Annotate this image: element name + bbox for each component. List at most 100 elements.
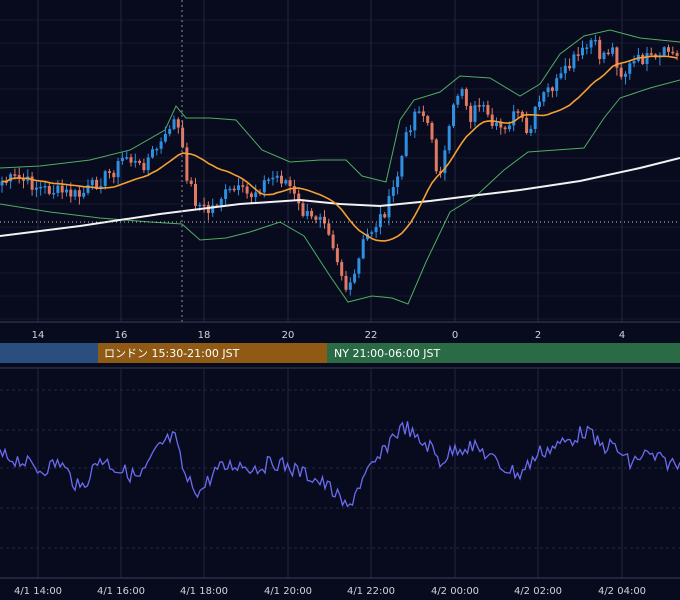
session-london xyxy=(98,343,327,363)
candle-body xyxy=(649,53,653,55)
candle-body xyxy=(460,89,464,96)
candle-body xyxy=(198,204,202,207)
candle-body xyxy=(550,87,554,91)
candle-body xyxy=(288,180,292,187)
candle-body xyxy=(129,157,133,163)
candle-body xyxy=(181,127,185,148)
candle-body xyxy=(443,150,447,174)
candle-body xyxy=(47,185,51,194)
candle-body xyxy=(533,106,537,129)
price-x-axis: 14 16 18 20 22 0 2 4 xyxy=(0,321,680,341)
price-panel[interactable] xyxy=(0,0,680,322)
candle-body xyxy=(0,181,4,186)
candle-body xyxy=(82,192,86,197)
candle-body xyxy=(60,185,64,193)
candle-body xyxy=(323,216,326,224)
candle-body xyxy=(344,275,348,290)
candle-body xyxy=(576,54,580,56)
price-x-tick: 4 xyxy=(619,330,625,341)
candle-body xyxy=(9,174,13,182)
candle-body xyxy=(69,189,73,197)
candle-body xyxy=(52,192,56,195)
candle-body xyxy=(426,116,430,123)
candle-body xyxy=(464,89,468,106)
candle-body xyxy=(224,189,228,199)
price-x-tick: 2 xyxy=(535,330,541,341)
candle-body xyxy=(563,65,567,74)
candle-body xyxy=(292,186,296,194)
price-x-tick: 22 xyxy=(365,330,378,341)
candle-body xyxy=(572,54,576,69)
candle-body xyxy=(280,175,283,184)
time-x-tick: 4/1 22:00 xyxy=(347,586,395,597)
candle-body xyxy=(120,157,124,161)
session-tokyo xyxy=(0,343,98,363)
candle-body xyxy=(116,160,120,178)
candle-body xyxy=(163,133,167,142)
candle-body xyxy=(267,179,271,181)
candle-body xyxy=(297,193,301,204)
candle-body xyxy=(90,179,94,186)
candle-body xyxy=(499,122,503,128)
candle-body xyxy=(318,216,322,220)
candle-body xyxy=(340,262,344,276)
candle-body xyxy=(477,105,481,107)
price-grid xyxy=(0,0,680,322)
session-london-label: ロンドン 15:30-21:00 JST xyxy=(104,347,240,360)
time-x-tick: 4/1 18:00 xyxy=(180,586,228,597)
candle-body xyxy=(327,223,331,235)
candle-body xyxy=(151,149,154,158)
candle-body xyxy=(103,171,107,186)
candle-body xyxy=(632,60,636,64)
candle-body xyxy=(391,187,395,196)
candle-body xyxy=(538,101,541,107)
candle-body xyxy=(185,147,189,181)
candle-body xyxy=(262,180,266,193)
price-x-tick: 16 xyxy=(115,330,128,341)
candle-body xyxy=(486,104,490,115)
candle-body xyxy=(400,156,404,177)
oscillator-x-axis: 4/1 14:00 4/1 16:00 4/1 18:00 4/1 20:00 … xyxy=(0,577,680,597)
candle-body xyxy=(43,185,47,188)
bollinger-bands xyxy=(0,29,680,305)
time-x-tick: 4/2 00:00 xyxy=(431,586,479,597)
candle-body xyxy=(473,105,477,122)
candle-body xyxy=(374,227,378,233)
candle-body xyxy=(409,130,412,133)
candle-body xyxy=(305,210,309,216)
oscillator-panel[interactable] xyxy=(0,367,680,578)
candle-body xyxy=(383,214,387,218)
candle-body xyxy=(108,171,111,173)
candle-body xyxy=(378,214,382,228)
candle-body xyxy=(361,239,365,259)
candle-body xyxy=(331,234,335,249)
candle-body xyxy=(417,111,421,113)
bollinger-upper-band xyxy=(0,29,680,183)
candle-body xyxy=(434,139,438,172)
candle-body xyxy=(211,205,215,213)
candle-body xyxy=(271,177,275,180)
candle-body xyxy=(138,160,142,164)
candle-body xyxy=(525,117,529,133)
price-x-tick: 18 xyxy=(198,330,211,341)
candle-body xyxy=(387,195,391,218)
candle-body xyxy=(95,179,99,189)
candle-body xyxy=(245,186,249,194)
candle-body xyxy=(667,47,670,52)
candle-body xyxy=(310,210,314,217)
candle-body xyxy=(555,78,559,91)
candle-body xyxy=(542,92,546,102)
candle-body xyxy=(645,53,649,64)
session-bar: ロンドン 15:30-21:00 JST NY 21:00-06:00 JST xyxy=(0,343,680,363)
candle-body xyxy=(202,204,206,207)
candle-body xyxy=(619,67,623,77)
candle-body xyxy=(284,180,288,184)
candle-body xyxy=(593,39,597,42)
candle-body xyxy=(39,186,43,189)
candle-body xyxy=(482,104,486,107)
candle-body xyxy=(189,180,193,184)
candle-body xyxy=(546,87,550,93)
candle-body xyxy=(589,40,593,48)
